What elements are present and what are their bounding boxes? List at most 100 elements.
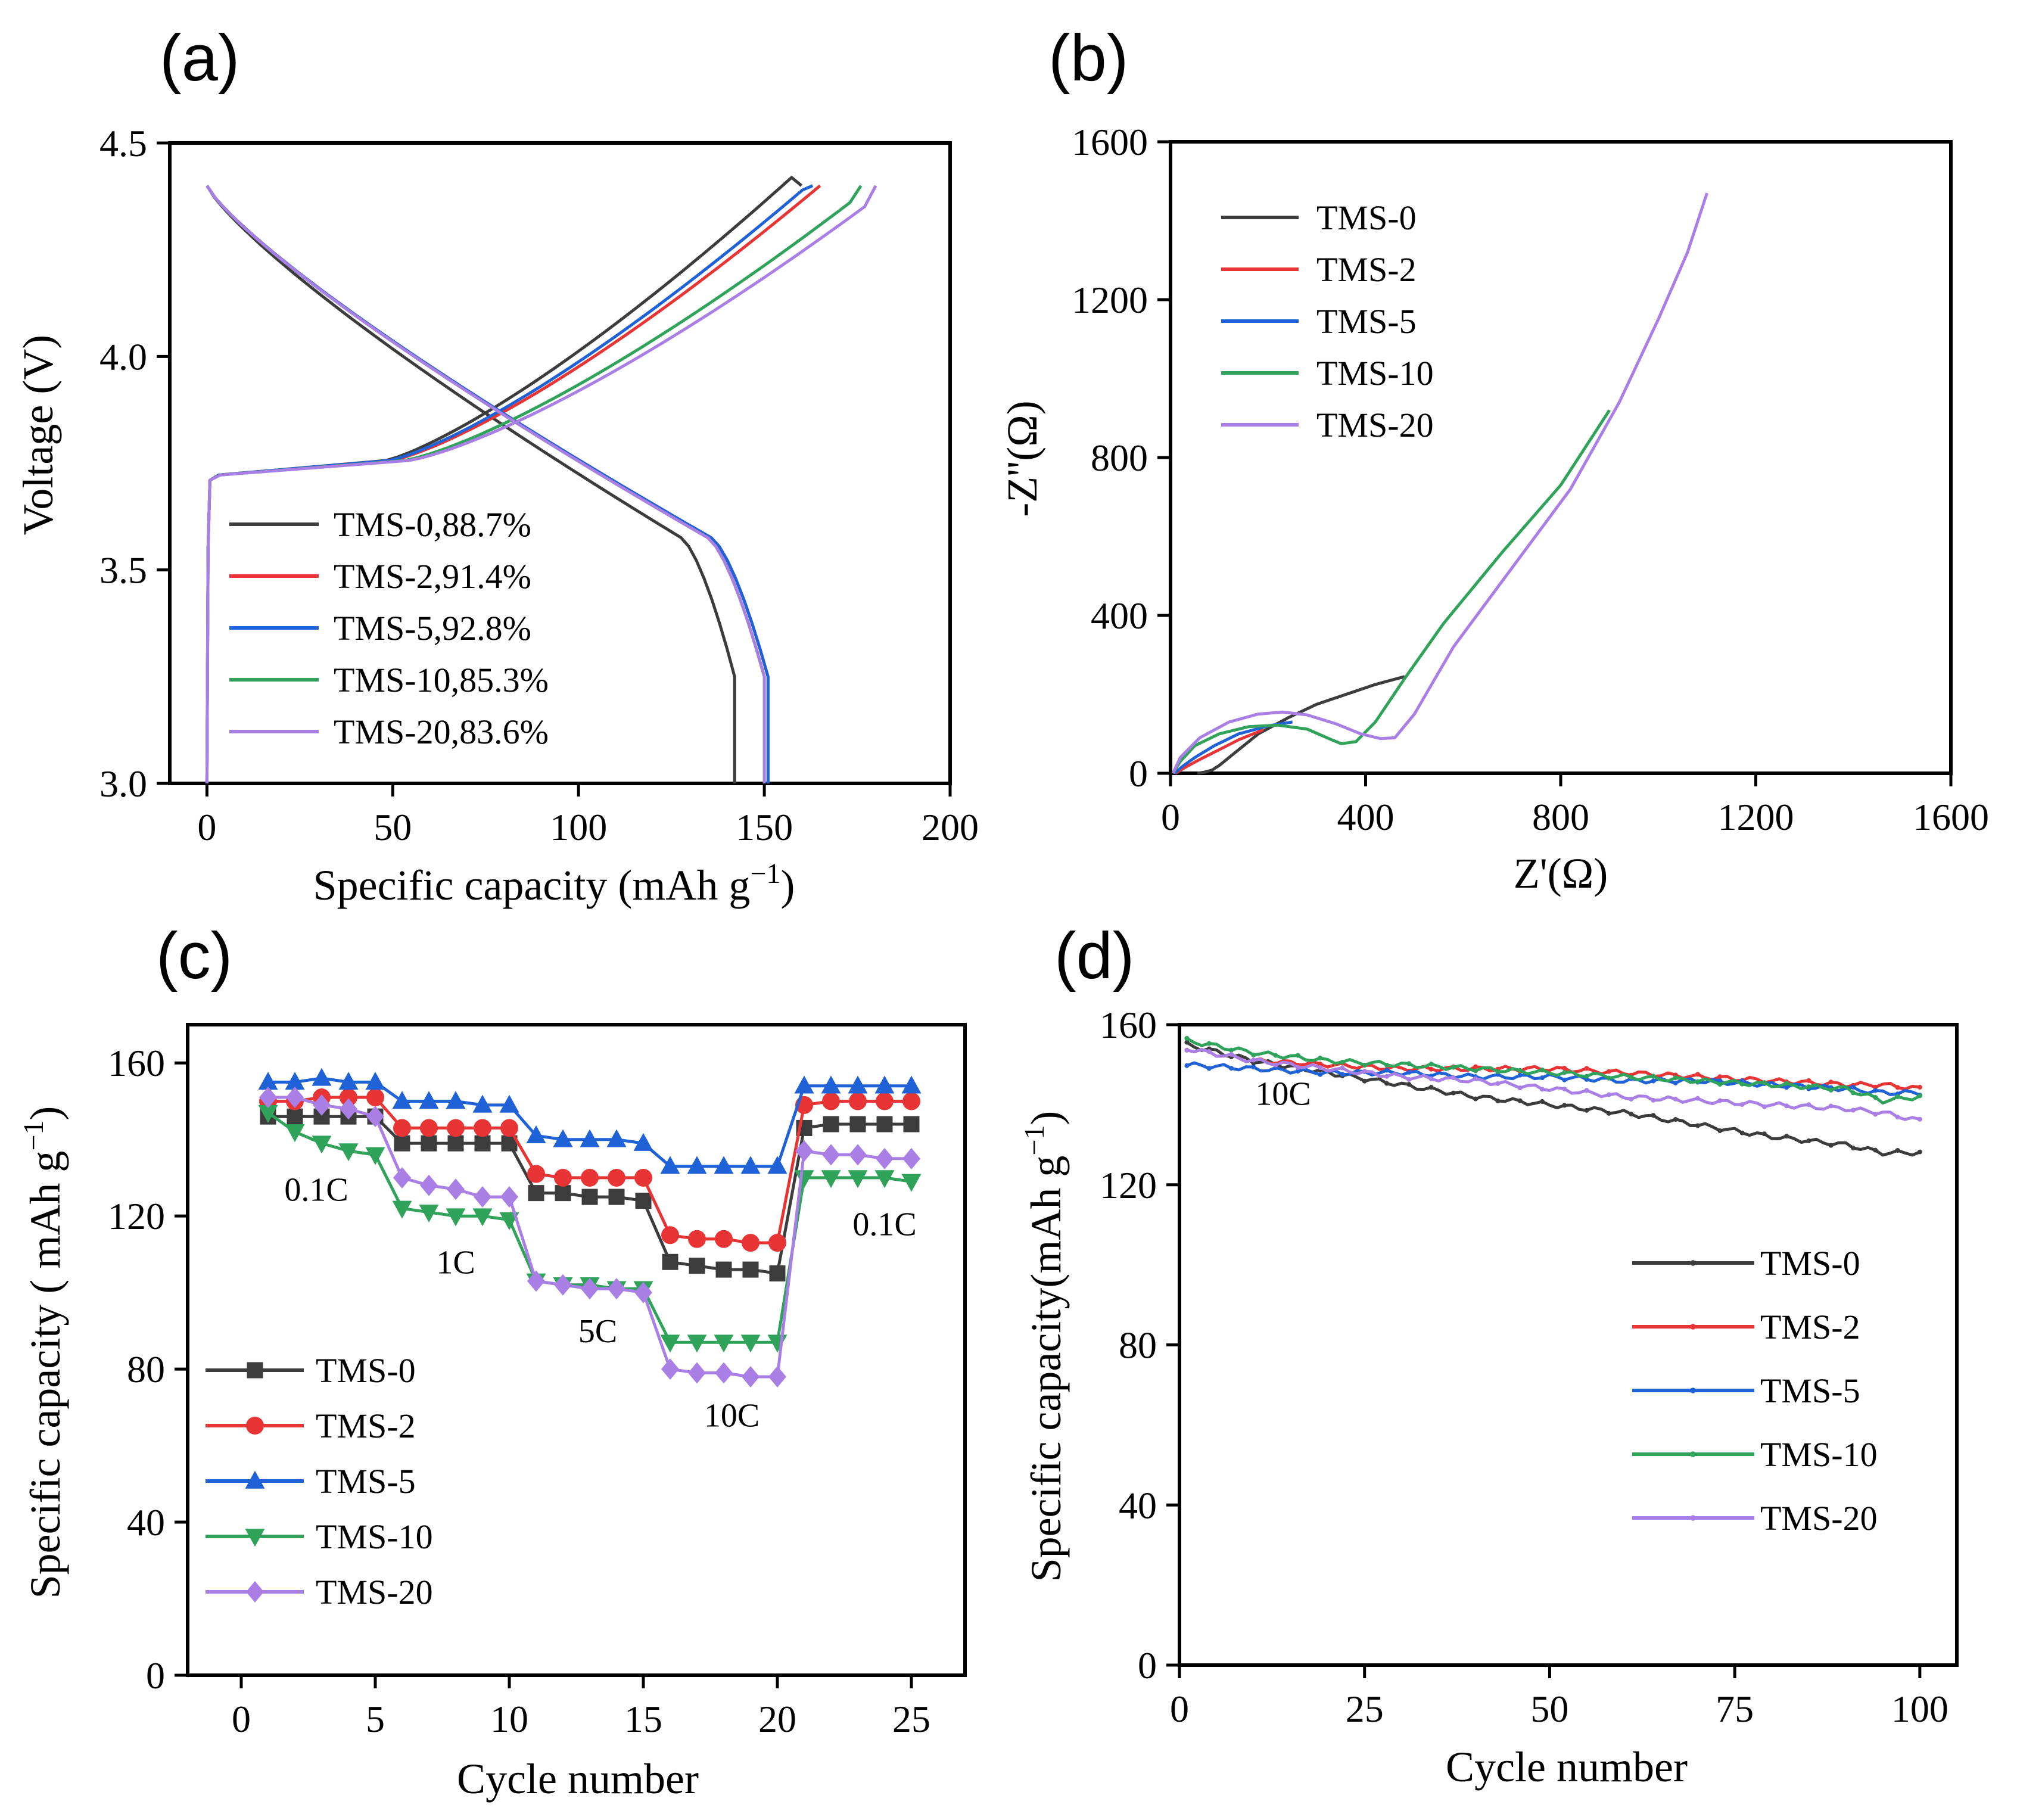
y-tick-label: 3.0 (99, 763, 147, 805)
data-point (1695, 1079, 1700, 1084)
data-point (420, 1119, 438, 1137)
y-tick-label: 40 (1119, 1484, 1157, 1526)
legend-label: TMS-2 (316, 1407, 416, 1445)
data-point (1606, 1069, 1611, 1074)
data-point (1917, 1116, 1922, 1122)
data-point (472, 1208, 493, 1227)
data-point (1873, 1095, 1878, 1100)
data-point (421, 1135, 437, 1152)
data-point (447, 1135, 464, 1152)
data-point (528, 1185, 544, 1202)
data-point (1584, 1066, 1589, 1071)
data-point (794, 1170, 814, 1189)
data-point (849, 1116, 866, 1133)
data-point (1606, 1110, 1611, 1116)
data-point (1717, 1128, 1723, 1134)
y-tick-label: 4.0 (99, 335, 147, 378)
data-point (527, 1165, 545, 1183)
data-point (902, 1092, 920, 1110)
y-tick-label: 0 (146, 1654, 165, 1697)
data-point (1739, 1130, 1745, 1135)
data-point (1690, 1324, 1696, 1330)
data-point (768, 1365, 786, 1387)
data-point (1695, 1123, 1700, 1128)
legend-label: TMS-10 (1316, 354, 1434, 393)
data-point (1517, 1098, 1523, 1103)
data-point (419, 1205, 439, 1223)
data-point (849, 1144, 867, 1166)
data-point (246, 1417, 264, 1435)
data-point (903, 1116, 920, 1133)
data-point (472, 1094, 493, 1113)
y-tick-label: 3.5 (99, 549, 147, 592)
legend-label: TMS-0,88.7% (334, 505, 531, 544)
x-tick-label: 200 (922, 806, 979, 848)
legend-label: TMS-5,92.8% (334, 609, 531, 648)
data-point (1629, 1075, 1634, 1080)
data-point (1406, 1061, 1412, 1066)
data-point (1473, 1096, 1478, 1102)
data-point (1873, 1112, 1878, 1117)
data-point (1406, 1082, 1412, 1087)
panel-label-c: (c) (156, 919, 232, 993)
y-tick-label: 1600 (1072, 121, 1148, 163)
data-point (742, 1234, 760, 1252)
data-point (1761, 1104, 1767, 1109)
data-point (635, 1192, 652, 1209)
data-point (285, 1124, 305, 1143)
y-tick-label: 120 (108, 1195, 165, 1237)
data-point (1851, 1146, 1856, 1151)
series-TMS-5 (258, 1068, 922, 1174)
legend-label: TMS-0 (316, 1351, 416, 1390)
x-tick-label: 0 (1161, 796, 1180, 838)
data-point (1540, 1087, 1545, 1092)
data-point (527, 1270, 545, 1292)
rate-annotation: 0.1C (852, 1206, 916, 1243)
data-point (662, 1253, 678, 1270)
legend-label: TMS-10,85.3% (334, 661, 549, 699)
data-point (901, 1075, 922, 1094)
data-point (1517, 1085, 1523, 1091)
data-point (661, 1226, 679, 1245)
data-point (1295, 1065, 1300, 1071)
data-point (1340, 1065, 1345, 1071)
rate-annotation: 0.1C (284, 1171, 348, 1208)
panel-b: 0 400 800 1200 1600 0 400 800 1200 1600 (b) Z'(Ω) -Z… (998, 21, 1989, 897)
data-point (608, 1278, 625, 1300)
data-point (447, 1178, 465, 1200)
legend-label: TMS-5 (1316, 302, 1417, 341)
legend-label: TMS-2 (1760, 1308, 1860, 1346)
data-point (1784, 1081, 1789, 1086)
data-point (1690, 1451, 1696, 1457)
y-tick-label: 0 (1138, 1644, 1157, 1687)
data-point (1784, 1085, 1789, 1090)
data-point (474, 1186, 491, 1208)
data-point (1473, 1064, 1478, 1069)
data-point (1806, 1078, 1811, 1083)
data-point (876, 1092, 894, 1110)
data-point (1651, 1097, 1656, 1103)
data-point (1606, 1092, 1611, 1097)
panel-label-b: (b) (1048, 21, 1128, 95)
data-point (1495, 1098, 1501, 1103)
data-point (1673, 1080, 1678, 1085)
data-point (1695, 1096, 1700, 1101)
data-point (312, 1068, 332, 1086)
data-point (1184, 1040, 1190, 1045)
x-axis-title: Z'(Ω) (1514, 850, 1608, 897)
data-point (365, 1147, 385, 1165)
data-point (287, 1108, 303, 1125)
data-point (1673, 1096, 1678, 1102)
legend: TMS-0 TMS-2 TMS-5 TMS-10 TMS-20 (206, 1351, 433, 1611)
y-tick-label: 160 (108, 1042, 165, 1084)
panel-c: 0 5 10 15 20 25 0 40 80 120 160 (c) Cycle number Spec… (18, 919, 967, 1803)
data-point (1406, 1069, 1412, 1075)
data-point (1695, 1072, 1700, 1077)
x-tick-label: 1200 (1718, 796, 1794, 838)
x-tick-label: 25 (892, 1698, 930, 1740)
x-tick-label: 1600 (1913, 796, 1989, 838)
data-point (606, 1129, 627, 1147)
data-point (1873, 1147, 1878, 1153)
x-tick-label: 50 (373, 806, 412, 848)
data-point (1428, 1066, 1434, 1072)
